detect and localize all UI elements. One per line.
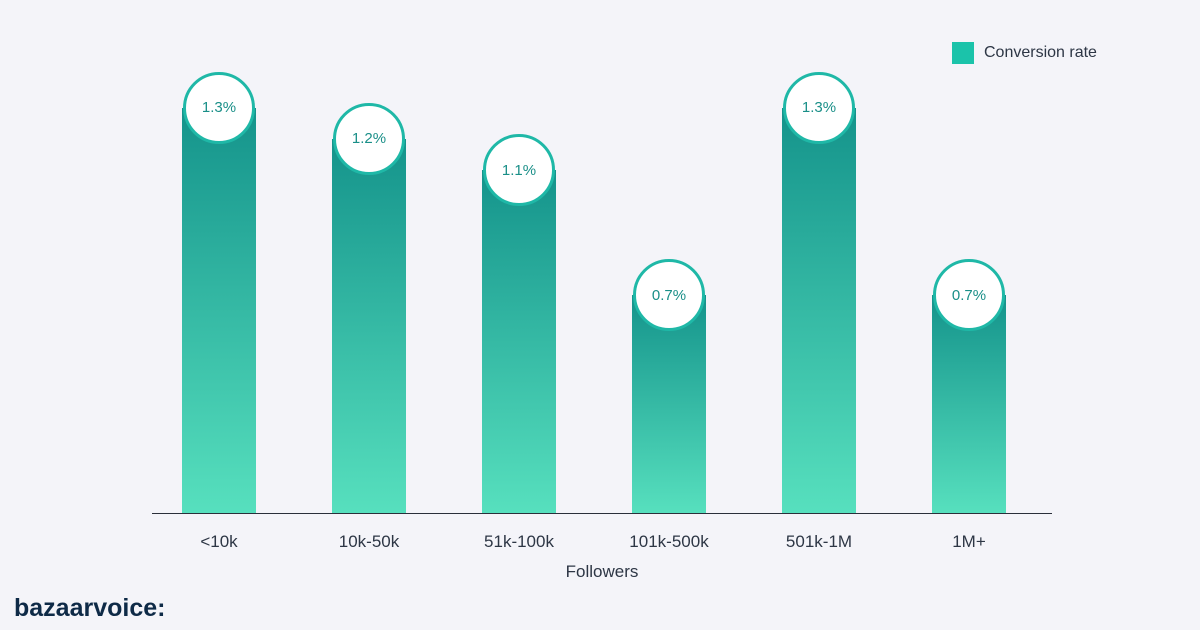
- bar: [782, 108, 856, 514]
- x-tick-label: 10k-50k: [339, 532, 399, 552]
- value-label: 1.3%: [802, 99, 836, 116]
- bars-container: 1.3% 1.2% 1.1% 0.7% 1.3% 0.7%: [152, 70, 1052, 514]
- value-bubble: 0.7%: [933, 259, 1005, 331]
- value-label: 0.7%: [952, 287, 986, 304]
- legend-label: Conversion rate: [984, 44, 1097, 62]
- x-tick-label: 101k-500k: [629, 532, 708, 552]
- legend-swatch: [952, 42, 974, 64]
- value-label: 0.7%: [652, 287, 686, 304]
- brand-dot-icon: :: [157, 594, 161, 622]
- x-axis-title: Followers: [566, 562, 639, 582]
- x-axis-baseline: [152, 513, 1052, 514]
- bar: [182, 108, 256, 514]
- x-tick-label: <10k: [200, 532, 237, 552]
- bar: [332, 139, 406, 514]
- x-tick-label: 501k-1M: [786, 532, 852, 552]
- value-label: 1.1%: [502, 162, 536, 179]
- legend: Conversion rate: [952, 42, 1097, 64]
- value-bubble: 1.3%: [783, 72, 855, 144]
- chart-area: 1.3%1.2%1.1%0.7%1.3%0.7% <10k10k-50k51k-…: [152, 70, 1052, 514]
- value-label: 1.3%: [202, 99, 236, 116]
- brand-text: bazaarvoice: [14, 594, 157, 622]
- x-tick-label: 51k-100k: [484, 532, 554, 552]
- value-bubble: 1.2%: [333, 103, 405, 175]
- value-bubble: 0.7%: [633, 259, 705, 331]
- value-label: 1.2%: [352, 130, 386, 147]
- value-bubble: 1.3%: [183, 72, 255, 144]
- brand-logo: bazaarvoice:: [14, 594, 161, 623]
- bar: [482, 170, 556, 514]
- chart-canvas: Conversion rate 1.3% 1.2% 1.1% 0.7% 1.3% 0.7%…: [0, 0, 1200, 630]
- value-bubble: 1.1%: [483, 134, 555, 206]
- x-tick-label: 1M+: [952, 532, 986, 552]
